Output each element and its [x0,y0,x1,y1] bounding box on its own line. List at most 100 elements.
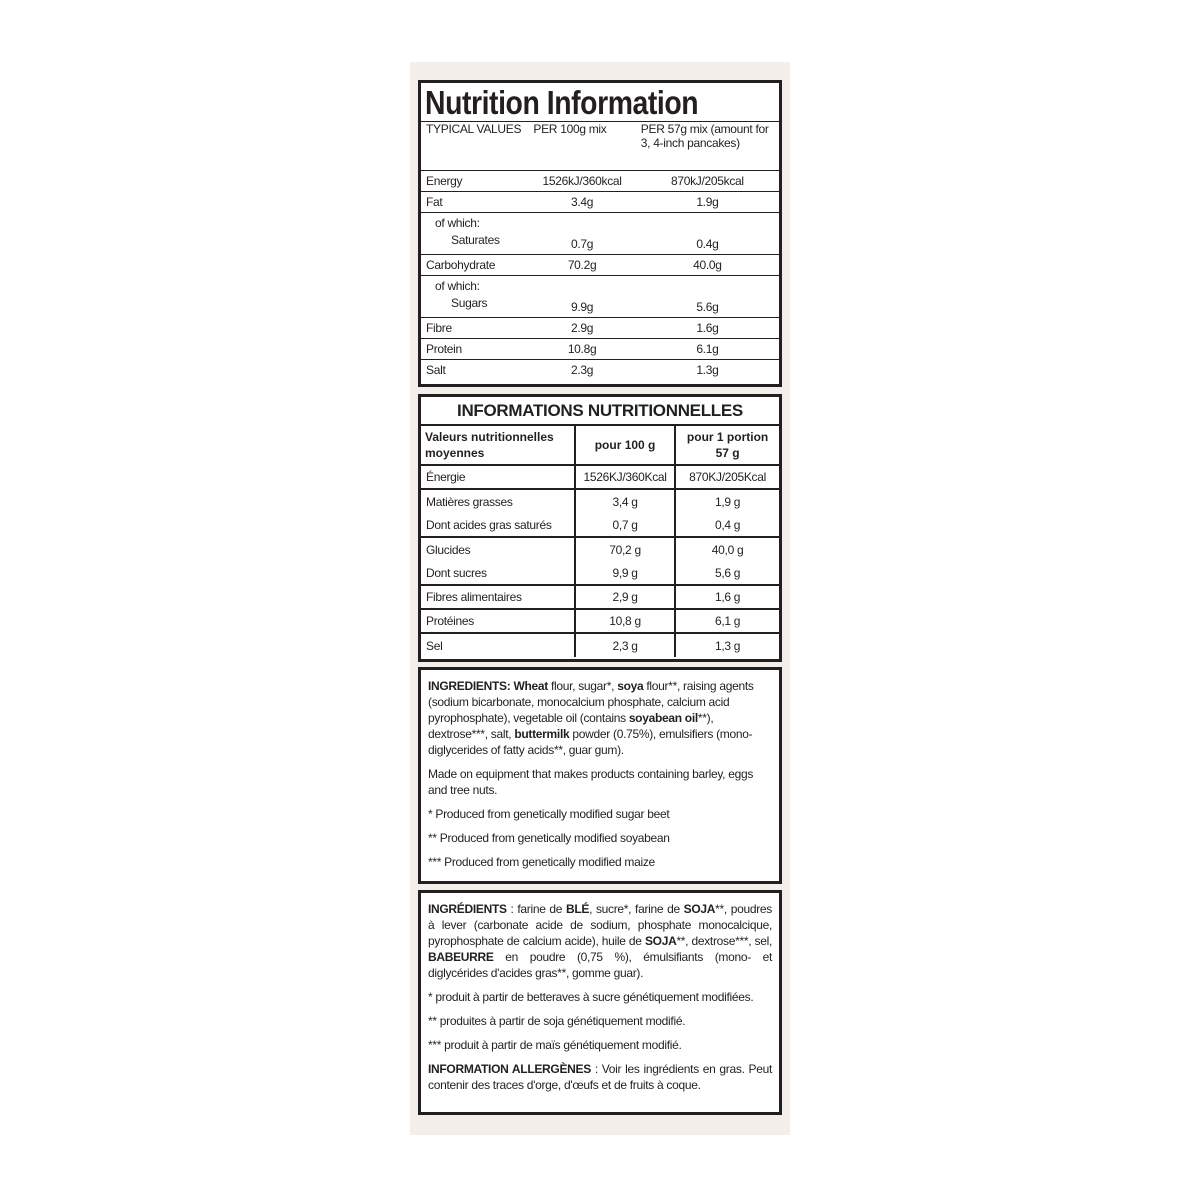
text: *** Produced from genetically modified m… [428,855,655,869]
value-per100: 2,3 g [573,633,676,657]
table-row: Énergie 1526KJ/360Kcal 870KJ/205Kcal [421,465,779,489]
text: flour**, raising agents (sodium bicarbon… [428,679,754,725]
text: powder (0.75%), emulsifiers (mono-diglyc… [428,727,753,757]
nutrient-name: Protéines [426,614,474,628]
table-row: of which: Sugars 9.9g 5.6g [421,275,779,318]
sub-label: of which: [435,279,480,293]
nutrition-information-en: Nutrition Information TYPICAL VALUES PER … [418,80,782,387]
table-row: Matières grasses 3,4 g 1,9 g [421,489,779,513]
nutrient-name: Glucides [426,542,471,557]
ingredient-paragraph: INFORMATION ALLERGÈNES : Voir les ingréd… [428,1061,772,1093]
value-per57: 5.6g [696,300,719,314]
text: en poudre (0,75 %), émulsifiants (mono- … [428,950,772,980]
value-per57: 6.1g [696,342,719,356]
table-row: Salt 2.3g 1.3g [421,359,779,381]
label-panel: Nutrition Information TYPICAL VALUES PER … [410,62,790,1135]
text: Made on equipment that makes products co… [428,767,754,797]
value-per100: 3,4 g [573,489,676,513]
nutrient-name: Dont sucres [426,565,487,580]
nutrient-name: Energy [426,174,463,188]
value-per100: 1526kJ/360kcal [542,174,622,188]
value-per57: 1,3 g [674,633,779,657]
sub-label: of which: [435,216,480,230]
table-row: Carbohydrate 70.2g 40.0g [421,254,779,276]
nutrient-name: Salt [426,363,446,378]
nutrient-name: Dont acides gras saturés [426,517,552,532]
fr-header-per100: pour 100 g [573,426,676,465]
ingredients-en: INGREDIENTS: Wheat flour, sugar*, soya f… [418,667,782,884]
nutrient-name: Protein [426,342,462,356]
nutrient-name: Fibre [426,321,452,335]
ingredient-paragraph: ** Produced from genetically modified so… [428,830,772,846]
ingredient-paragraph: *** Produced from genetically modified m… [428,854,772,870]
fr-header-values: Valeurs nutritionnelles moyennes [425,430,554,460]
nutrient-name: Sugars [451,296,488,310]
bold-text: INGRÉDIENTS [428,902,507,916]
bold-text: soya [617,679,644,693]
informations-nutritionnelles-fr: INFORMATIONS NUTRITIONNELLES Valeurs nut… [418,394,782,662]
nutrient-label: of which: Sugars [421,276,528,318]
en-header-typical: TYPICAL VALUES [426,122,522,136]
bold-text: soyabean oil [628,711,698,725]
ingredient-paragraph: * produit à partir de betteraves à sucre… [428,989,772,1005]
text: * produit à partir de betteraves à sucre… [428,990,754,1004]
nutrient-name: Saturates [451,233,500,247]
ingredient-paragraph: ** produites à partir de soja génétiquem… [428,1013,772,1029]
value-per57: 1.6g [696,321,719,335]
table-row: Fat 3.4g 1.9g [421,191,779,213]
text: : farine de [506,902,566,916]
value-per100: 9,9 g [573,561,676,585]
value-per57: 1,9 g [674,489,779,513]
en-table-title: Nutrition Information [425,84,699,121]
ingredient-paragraph: INGREDIENTS: Wheat flour, sugar*, soya f… [428,678,772,758]
text: ** Produced from genetically modified so… [428,831,670,845]
value-per100: 70,2 g [573,537,676,561]
value-per100: 70.2g [567,258,597,272]
value-per100: 2.3g [571,363,594,378]
bold-text: SOJA [683,902,716,916]
table-row: Dont acides gras saturés 0,7 g 0,4 g [421,513,779,537]
text: flour, sugar*, [550,679,618,693]
value-per57: 870kJ/205kcal [670,174,744,188]
nutrient-name: Fat [426,195,443,209]
value-per100: 0,7 g [573,513,676,537]
en-header-per100: PER 100g mix [533,122,607,136]
en-header-per57: PER 57g mix (amount for 3, 4-inch pancak… [640,122,769,150]
ingredient-paragraph: Made on equipment that makes products co… [428,766,772,798]
fr-header-per57: pour 1 portion 57 g [674,426,779,465]
value-per57: 1.3g [696,363,719,378]
table-row: of which: Saturates 0.7g 0.4g [421,212,779,255]
value-per100: 9.9g [571,300,594,314]
text: **, dextrose***, sel, [676,934,772,948]
text: **, poudres à lever (carbonate acide de … [428,902,772,948]
table-row: Protein 10.8g 6.1g [421,338,779,360]
bold-text: INFORMATION ALLERGÈNES [428,1062,591,1076]
ingredient-paragraph: INGRÉDIENTS : farine de BLÉ, sucre*, far… [428,901,772,981]
bold-text: BABEURRE [428,950,494,964]
value-per100: 2.9g [571,321,594,335]
table-row: Dont sucres 9,9 g 5,6 g [421,561,779,585]
en-nutrition-table: TYPICAL VALUES PER 100g mix PER 57g mix (a… [421,121,779,381]
text: * Produced from genetically modified sug… [428,807,670,821]
nutrient-label: of which: Saturates [421,213,528,255]
value-per57: 1,6 g [674,585,779,609]
value-per57: 6,1 g [674,609,779,633]
ingredients-fr: INGRÉDIENTS : farine de BLÉ, sucre*, far… [418,890,782,1115]
text: , sucre*, farine de [589,902,684,916]
value-per57: 1.9g [696,195,719,209]
value-per100: 2,9 g [573,585,676,609]
text: **), dextrose***, salt, [428,711,714,741]
table-row: Fibres alimentaires 2,9 g 1,6 g [421,585,779,609]
fr-table-title: INFORMATIONS NUTRITIONNELLES [421,397,779,426]
value-per57: 0.4g [696,237,719,251]
text: ** produites à partir de soja génétiquem… [428,1014,686,1028]
bold-text: INGREDIENTS: Wheat [428,679,551,693]
value-per57: 40.0g [693,258,722,272]
ingredient-paragraph: *** produit à partir de maïs génétiqueme… [428,1037,772,1053]
bold-text: buttermilk [514,727,570,741]
value-per100: 10.8g [567,342,597,356]
table-row: Sel 2,3 g 1,3 g [421,633,779,657]
value-per57: 870KJ/205Kcal [674,465,779,489]
nutrient-name: Énergie [426,470,466,484]
value-per57: 40,0 g [674,537,779,561]
